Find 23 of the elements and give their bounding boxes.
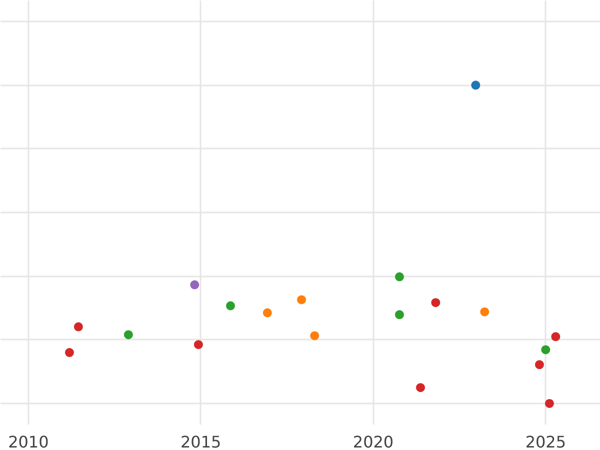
point xyxy=(64,348,74,358)
point xyxy=(394,272,404,282)
point xyxy=(394,310,404,320)
point xyxy=(544,399,554,408)
point xyxy=(297,295,306,304)
x-tick-label: 2015 xyxy=(180,432,222,450)
point xyxy=(551,332,560,342)
point xyxy=(74,322,83,332)
point xyxy=(416,383,425,392)
point xyxy=(226,301,235,310)
point xyxy=(471,80,480,90)
point xyxy=(310,331,320,340)
point xyxy=(480,307,490,316)
x-tick-label: 2020 xyxy=(352,432,394,450)
point xyxy=(534,360,544,370)
point xyxy=(194,340,203,350)
x-tick-label: 2025 xyxy=(525,432,566,450)
point xyxy=(431,298,440,308)
point xyxy=(190,280,200,290)
x-tick-label: 2010 xyxy=(8,432,49,450)
point xyxy=(541,345,550,354)
point xyxy=(124,330,133,340)
point xyxy=(262,308,272,318)
